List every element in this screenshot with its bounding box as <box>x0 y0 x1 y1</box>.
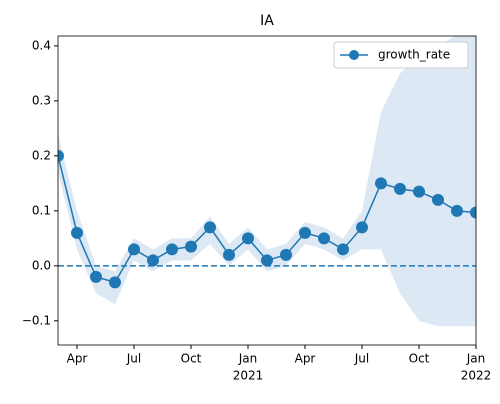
point <box>394 182 406 195</box>
point <box>242 232 254 245</box>
x-tick-year: 2022 <box>461 369 492 383</box>
point <box>204 221 216 234</box>
axes-frame <box>57 35 477 346</box>
x-tick-label: Jan <box>238 352 258 366</box>
point <box>280 248 292 261</box>
x-tick-label: Jan <box>466 352 486 366</box>
y-tick-label: −0.1 <box>22 313 51 327</box>
point <box>71 226 83 239</box>
point <box>58 149 64 162</box>
x-tick-label: Oct <box>181 352 202 366</box>
legend-label: growth_rate <box>378 48 450 62</box>
point <box>413 185 425 198</box>
point <box>470 206 476 219</box>
point <box>90 270 102 283</box>
y-tick-label: 0.1 <box>32 203 51 217</box>
point <box>147 254 159 267</box>
x-tick-label: Jul <box>354 352 369 366</box>
y-tick-label: 0.0 <box>32 258 51 272</box>
legend-marker <box>349 50 359 60</box>
point <box>223 248 235 261</box>
x-tick-year: 2021 <box>233 369 264 383</box>
x-tick-label: Oct <box>409 352 430 366</box>
point <box>128 243 140 256</box>
y-tick-label: 0.3 <box>32 93 51 107</box>
x-tick-label: Jul <box>126 352 141 366</box>
point <box>375 177 387 190</box>
x-tick-label: Apr <box>67 352 88 366</box>
point <box>318 232 330 245</box>
x-tick-label: Apr <box>295 352 316 366</box>
point <box>337 243 349 256</box>
point <box>356 221 368 234</box>
legend-box <box>333 41 469 69</box>
chart-title: IA <box>260 13 274 29</box>
point <box>261 254 273 267</box>
point <box>451 204 463 217</box>
confidence-band <box>58 36 476 327</box>
point <box>432 193 444 206</box>
point <box>166 243 178 256</box>
point <box>109 276 121 289</box>
point <box>185 240 197 253</box>
y-tick-label: 0.4 <box>32 38 51 52</box>
y-tick-label: 0.2 <box>32 148 51 162</box>
point <box>299 226 311 239</box>
